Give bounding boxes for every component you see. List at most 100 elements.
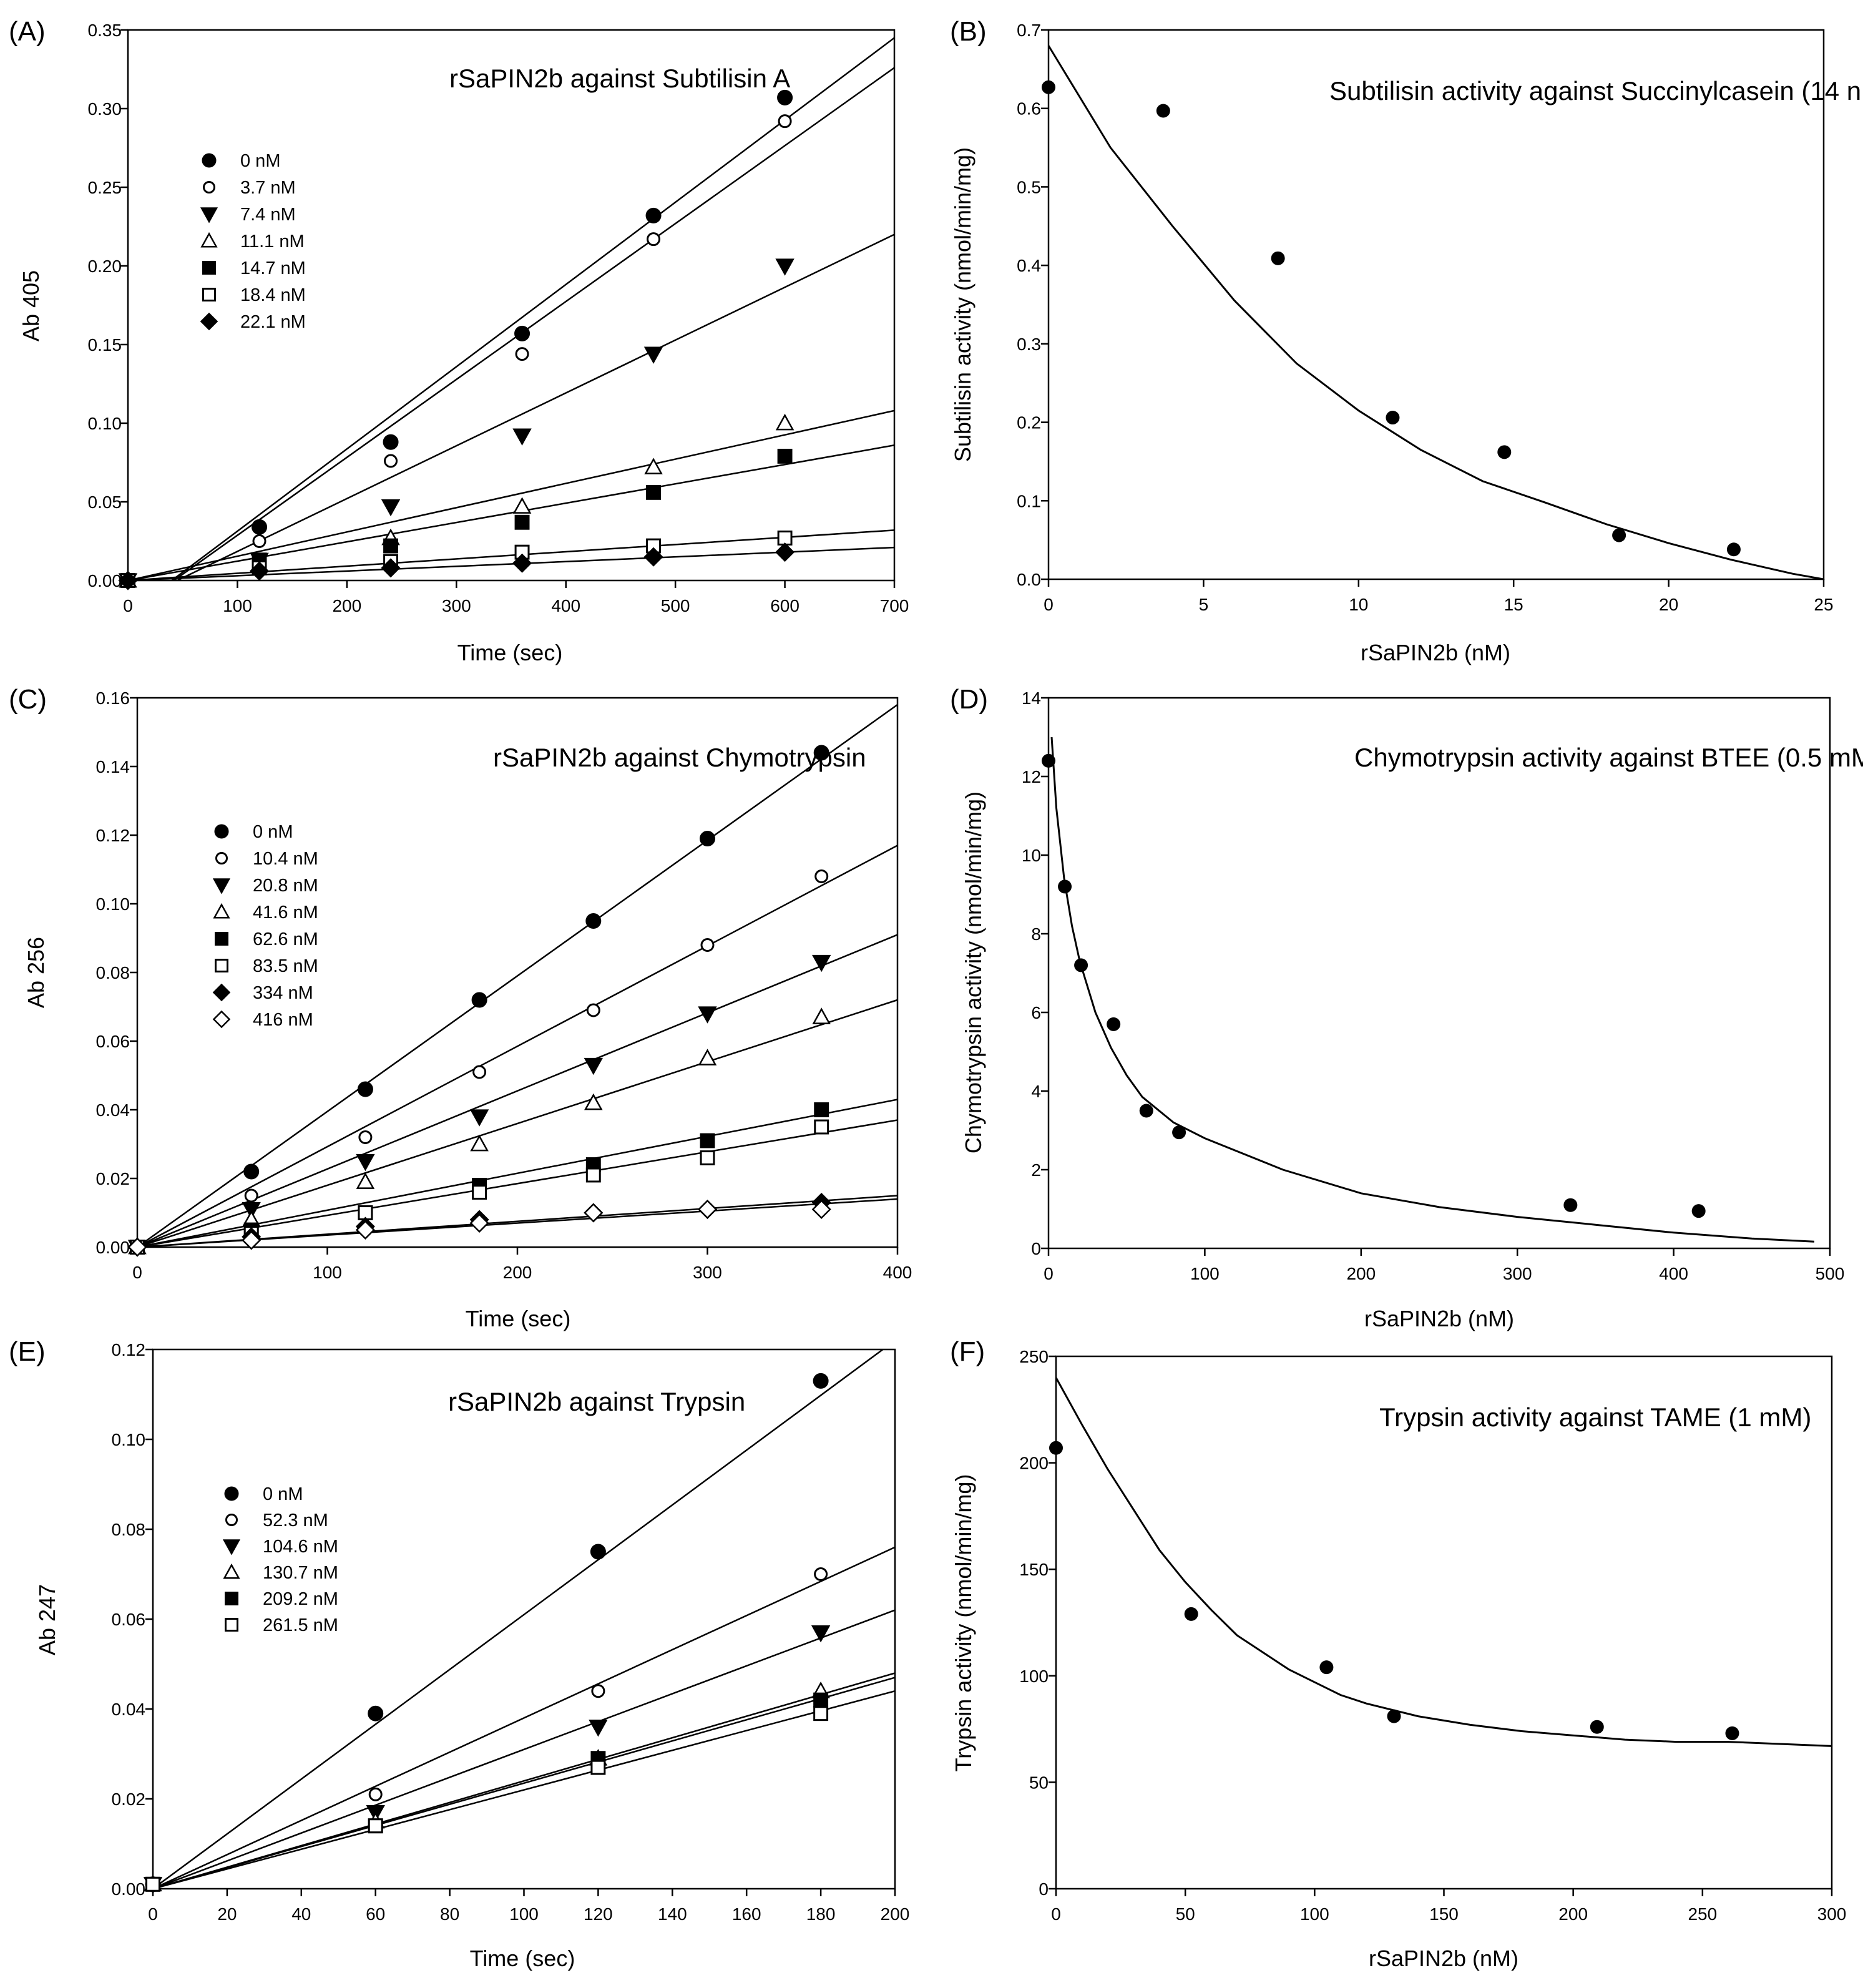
panel-e: 0 20 40 60 80 100 120 140 160 180 200 0.00 0.02 0.04 0… (9, 1336, 909, 1971)
x-tick-label-a: 400 (551, 596, 580, 615)
legend-marker-e-5 (225, 1618, 238, 1632)
fit-line-c-5 (137, 1119, 897, 1247)
x-tick-label-c: 300 (693, 1263, 722, 1282)
data-point-c-7 (242, 1230, 262, 1250)
data-point-b (1612, 528, 1626, 542)
data-point-c-0 (357, 1081, 373, 1097)
data-point-c-0 (813, 745, 829, 761)
y-tick-label-b: 0.1 (1017, 491, 1041, 511)
x-tick-label-c: 200 (503, 1263, 532, 1282)
data-point-c-0 (700, 831, 715, 846)
data-point-a-6 (249, 561, 270, 581)
legend-marker-e-1 (225, 1514, 238, 1526)
x-tick-label-a: 200 (332, 596, 361, 615)
data-point-c-3 (584, 1093, 603, 1110)
data-point-e-0 (813, 1373, 829, 1389)
data-point-b (1726, 542, 1741, 557)
y-tick-label-c: 0.16 (96, 688, 130, 708)
x-tick-label-f: 300 (1817, 1904, 1847, 1924)
data-point-e-1 (591, 1684, 605, 1698)
legend-label-c-6: 334 nM (253, 983, 313, 1003)
data-point-c-2 (698, 1006, 717, 1024)
panel-letter-f: (F) (950, 1336, 985, 1367)
plot-frame-f (1055, 1355, 1833, 1890)
data-point-d (1563, 1198, 1578, 1212)
x-tick-label-e: 120 (584, 1904, 613, 1924)
x-tick-label-b: 20 (1659, 595, 1678, 614)
data-point-a-6 (643, 547, 663, 567)
data-point-f (1049, 1441, 1063, 1455)
y-tick-label-b: 0.2 (1017, 413, 1041, 433)
x-tick-label-b: 15 (1504, 595, 1523, 614)
data-point-d (1172, 1125, 1186, 1140)
legend-label-c-0: 0 nM (253, 822, 293, 842)
x-tick-label-d: 0 (1044, 1264, 1054, 1283)
x-tick-label-e: 60 (366, 1904, 385, 1924)
x-axis-label-b: rSaPIN2b (nM) (1361, 640, 1510, 665)
legend-label-c-1: 10.4 nM (253, 849, 318, 869)
x-tick-label-e: 160 (732, 1904, 761, 1924)
data-point-a-1 (647, 232, 661, 247)
legend-marker-a-0 (202, 153, 217, 168)
fit-line-c-1 (137, 845, 897, 1247)
data-point-c-7 (811, 1199, 831, 1220)
data-point-a-1 (778, 114, 792, 129)
data-point-c-7 (584, 1203, 604, 1223)
x-tick-label-f: 200 (1558, 1904, 1588, 1924)
y-tick-label-d: 0 (1031, 1239, 1041, 1258)
x-axis-label-e: Time (sec) (470, 1946, 575, 1971)
fit-line-a-4 (128, 444, 894, 580)
fit-line-a-3 (128, 409, 894, 580)
fit-line-e-5 (153, 1690, 895, 1889)
legend-label-c-3: 41.6 nM (253, 903, 318, 923)
data-point-d (1074, 958, 1088, 972)
y-axis-label-f: Trypsin activity (nmol/min/mg) (951, 1474, 976, 1772)
data-point-d (1139, 1104, 1153, 1118)
y-tick-label-a: 0.10 (88, 414, 122, 433)
y-tick-label-e: 0.12 (112, 1340, 146, 1359)
legend-marker-e-4 (225, 1592, 238, 1605)
legend-label-a-0: 0 nM (240, 151, 280, 171)
legend-label-c-4: 62.6 nM (253, 929, 318, 949)
x-tick-label-e: 180 (806, 1904, 836, 1924)
data-point-f (1319, 1660, 1334, 1675)
x-axis-label-c: Time (sec) (466, 1306, 571, 1331)
panel-f: 0 50 100 150 200 250 300 0 50 100 150 200 250 rSaPIN2… (950, 1336, 1846, 1971)
fit-curve-b (1049, 45, 1824, 579)
data-point-a-1 (384, 454, 398, 468)
legend-marker-c-1 (215, 852, 228, 864)
x-tick-label-f: 250 (1688, 1904, 1717, 1924)
data-point-c-1 (244, 1188, 258, 1203)
data-point-c-0 (243, 1163, 260, 1180)
data-point-d (1107, 1017, 1121, 1031)
x-tick-label-b: 0 (1044, 595, 1054, 614)
legend-marker-e-3 (223, 1563, 240, 1579)
legend-label-e-0: 0 nM (263, 1484, 303, 1504)
y-axis-label-b: Subtilisin activity (nmol/min/mg) (950, 147, 976, 462)
legend-marker-e-2 (222, 1539, 241, 1555)
data-point-e-0 (368, 1705, 384, 1721)
data-point-a-0 (645, 207, 662, 223)
data-point-f (1725, 1726, 1739, 1740)
legend-marker-a-3 (200, 232, 218, 248)
data-point-e-2 (589, 1720, 608, 1737)
data-point-b (1271, 251, 1285, 265)
x-tick-label-a: 0 (123, 596, 133, 615)
y-tick-label-e: 0.06 (112, 1610, 146, 1629)
fit-line-a-0 (171, 37, 894, 580)
data-point-c-1 (586, 1003, 600, 1017)
x-tick-label-e: 80 (440, 1904, 459, 1924)
data-point-a-1 (515, 347, 529, 361)
data-point-c-1 (700, 938, 715, 952)
fit-curve-d (1050, 737, 1815, 1243)
data-point-e-1 (368, 1787, 383, 1801)
panel-letter-a: (A) (9, 16, 46, 47)
y-tick-label-d: 8 (1031, 924, 1041, 944)
data-point-a-4 (646, 484, 662, 500)
data-point-a-4 (777, 448, 793, 464)
fit-curve-f (1056, 1377, 1832, 1747)
legend-marker-c-5 (215, 959, 228, 972)
legend-marker-a-4 (202, 261, 216, 275)
legend-marker-a-5 (202, 288, 216, 301)
data-point-a-0 (252, 519, 268, 535)
